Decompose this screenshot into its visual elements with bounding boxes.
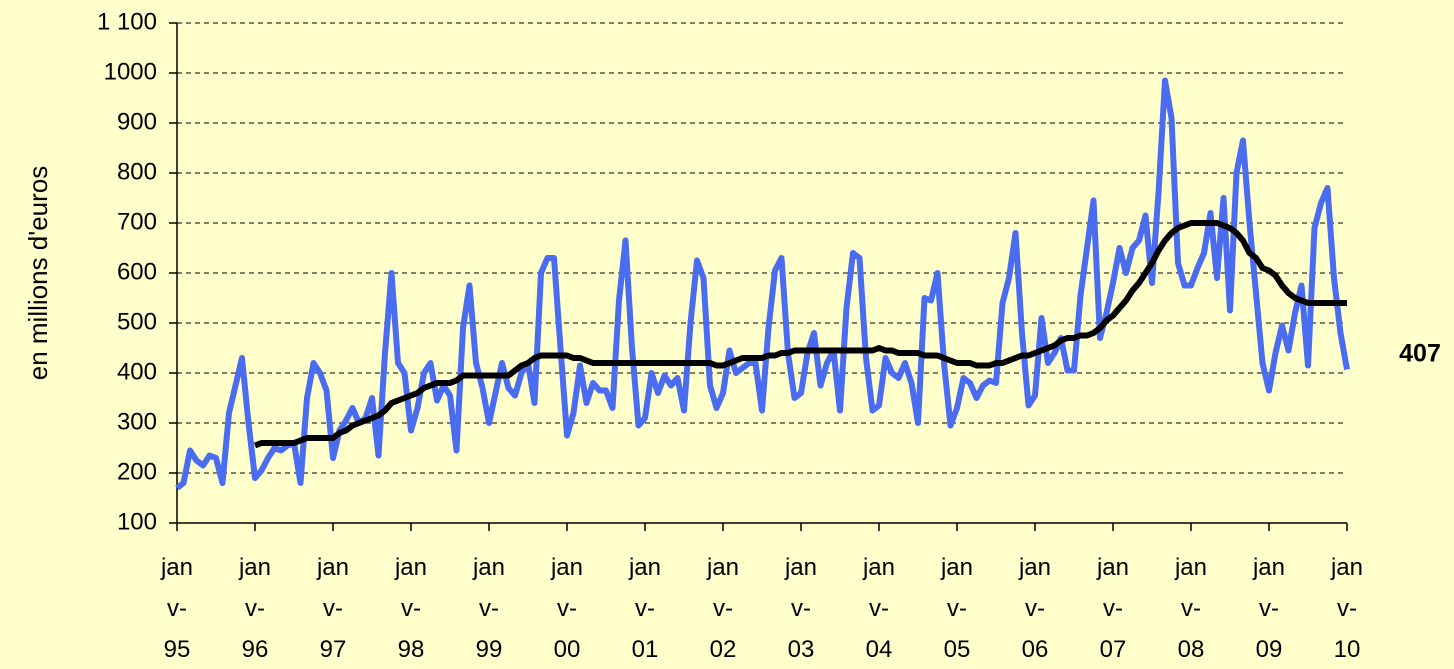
series-line: [175, 77, 1350, 491]
y-tick-label: 900: [117, 108, 157, 135]
x-tick-label: janv-10: [1330, 554, 1363, 663]
x-tick-label: janv-03: [784, 554, 817, 663]
x-tick-label: janv-00: [550, 554, 583, 663]
y-tick-label: 200: [117, 458, 157, 485]
x-tick-label: janv-96: [238, 554, 271, 663]
x-tick-label: janv-09: [1252, 554, 1285, 663]
x-tick-label: janv-04: [862, 554, 895, 663]
y-tick-label: 1 100: [97, 8, 157, 35]
series-line: [253, 220, 1347, 449]
x-tick-label: janv-01: [628, 554, 661, 663]
y-tick-label: 600: [117, 258, 157, 285]
x-tick-label: janv-07: [1096, 554, 1129, 663]
y-tick-label: 500: [117, 308, 157, 335]
x-tick-label: janv-06: [1018, 554, 1051, 663]
y-tick-label: 300: [117, 408, 157, 435]
y-tick-label: 1000: [104, 58, 157, 85]
x-tick-label: janv-08: [1174, 554, 1207, 663]
x-tick-label: janv-97: [316, 554, 349, 663]
y-tick-label: 800: [117, 158, 157, 185]
y-tick-label: 700: [117, 208, 157, 235]
y-tick-label: 100: [117, 508, 157, 535]
x-tick-label: janv-05: [940, 554, 973, 663]
x-tick-label: janv-98: [394, 554, 427, 663]
annotation: 407: [1399, 340, 1441, 368]
y-tick-label: 400: [117, 358, 157, 385]
x-tick-label: janv-99: [472, 554, 505, 663]
x-tick-label: janv-95: [160, 554, 193, 663]
y-axis-label: en millions d'euros: [23, 166, 53, 381]
x-tick-label: janv-02: [706, 554, 739, 663]
